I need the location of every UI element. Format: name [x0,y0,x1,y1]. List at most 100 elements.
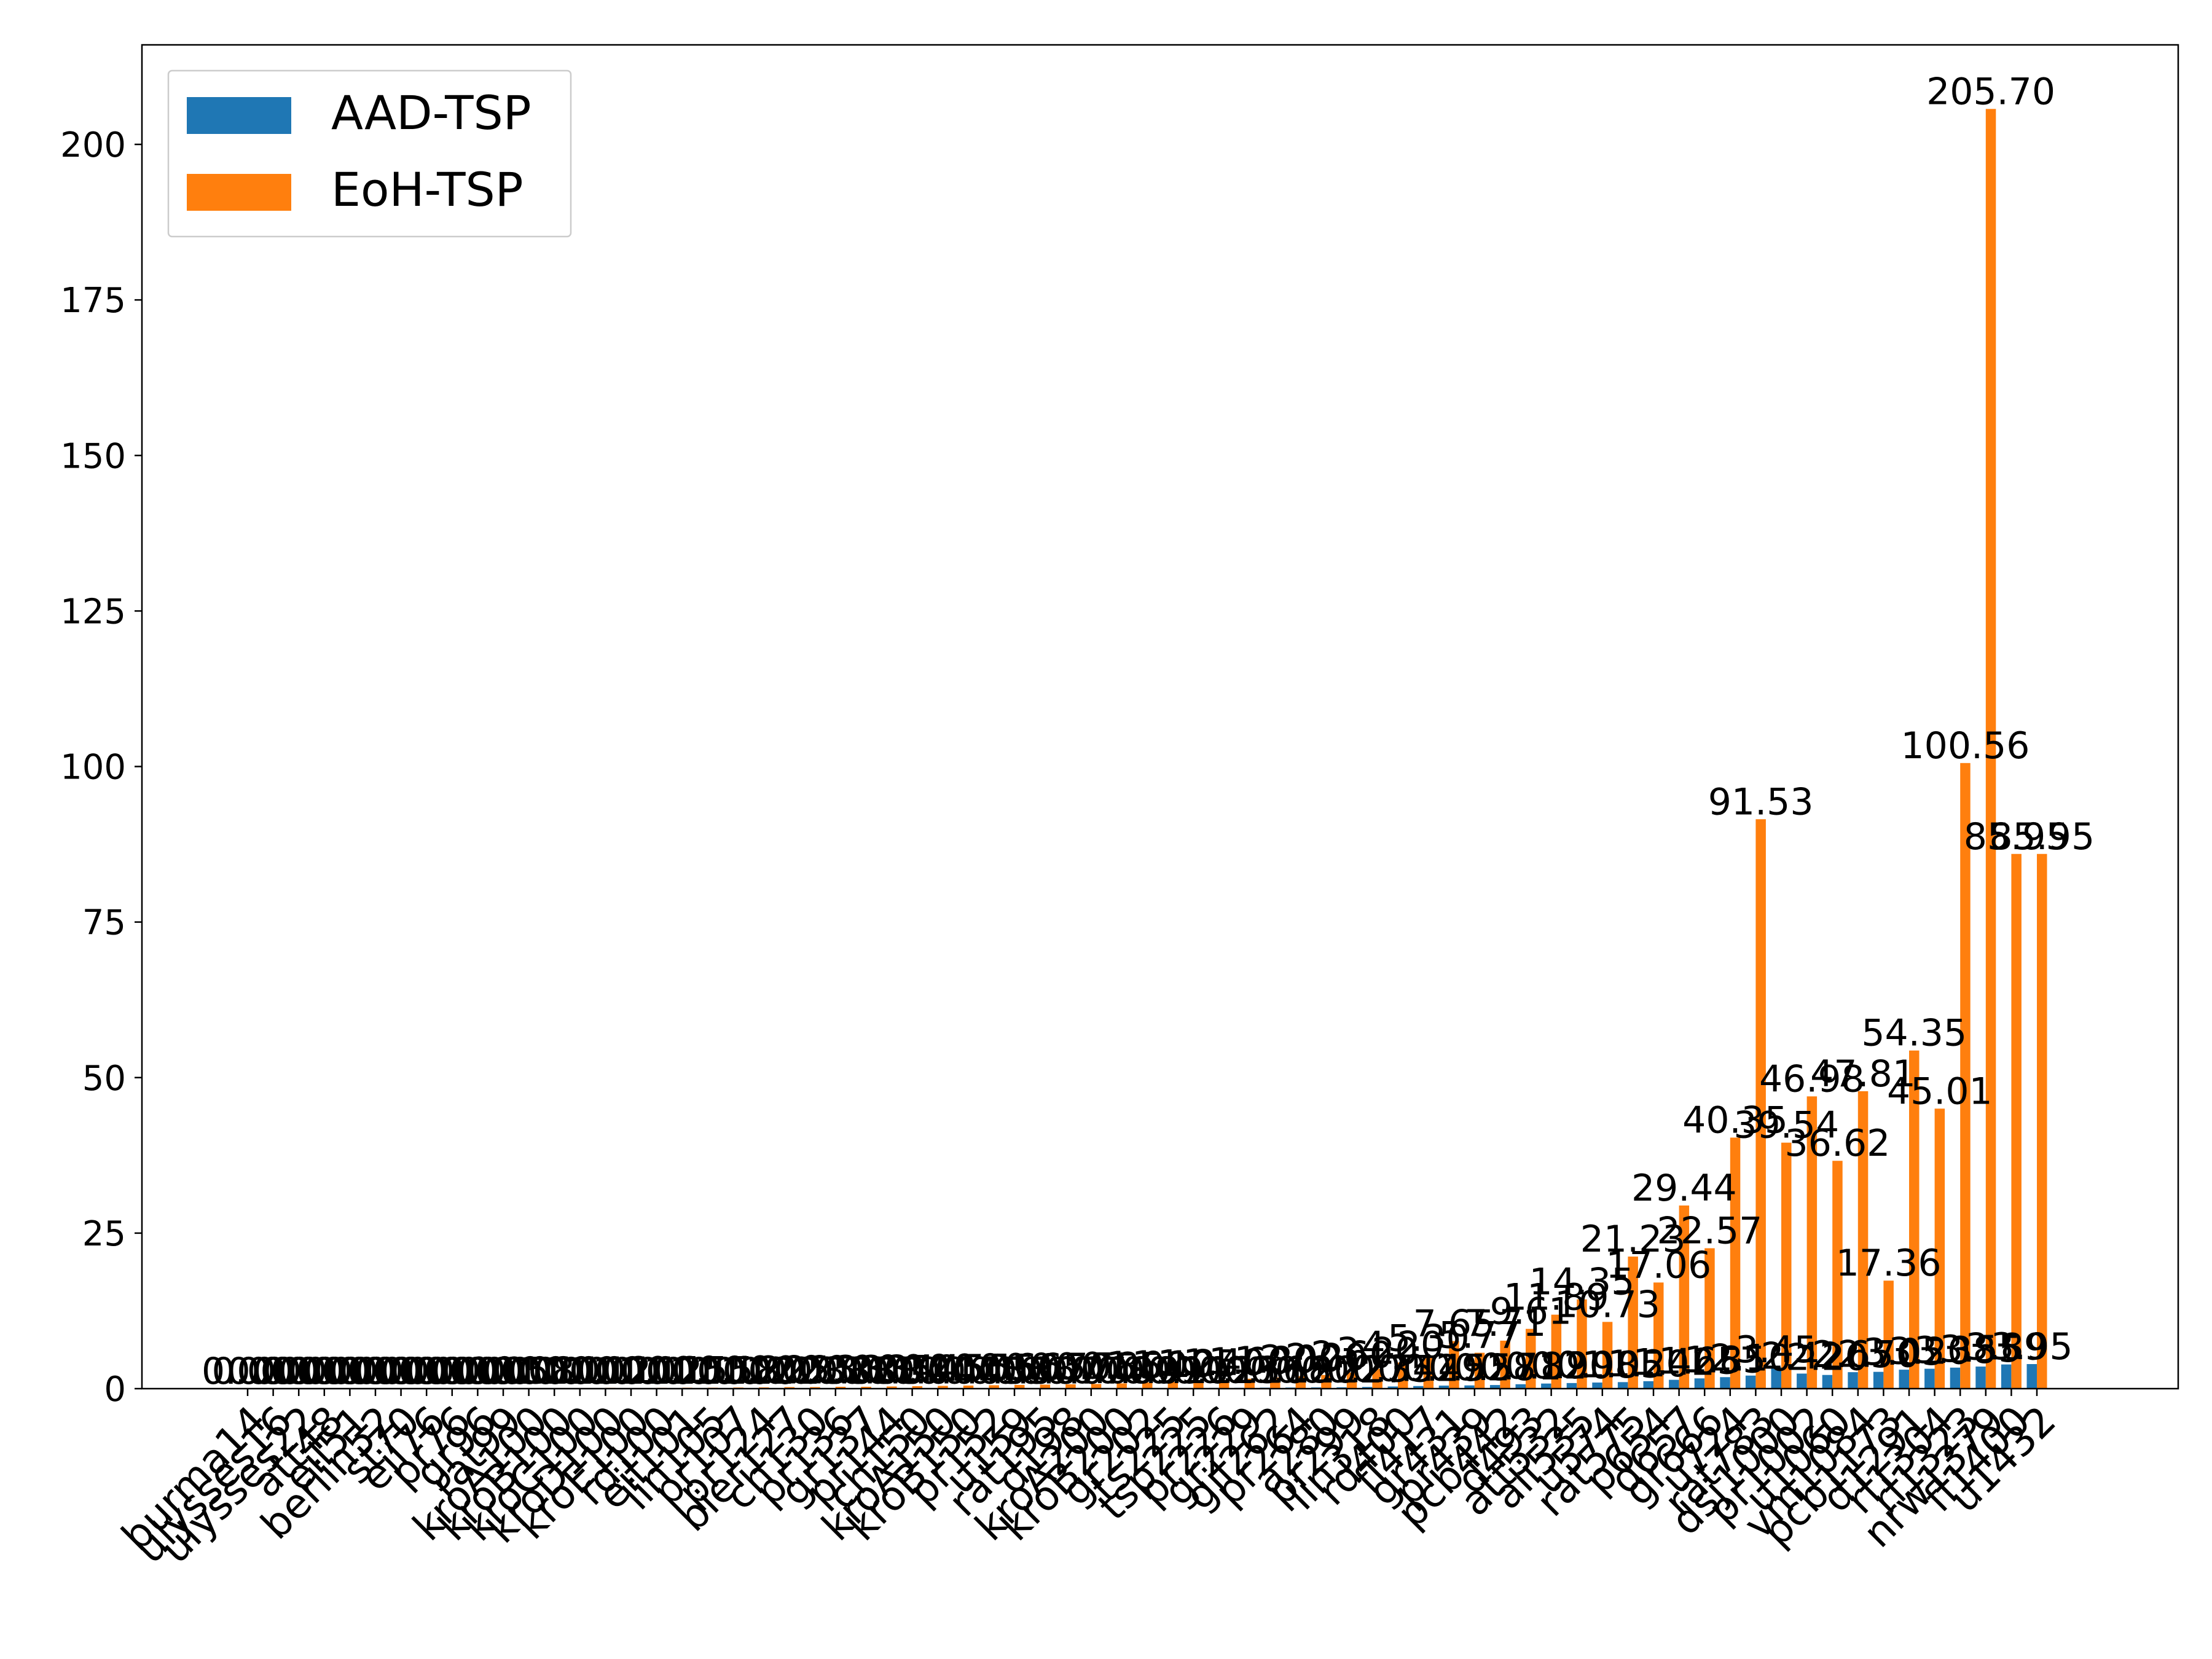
data-label-eoh-tsp-ts225: 1.10 [1132,1343,1214,1386]
data-label-aad-tsp-gr229: 0.13 [1198,1349,1281,1392]
data-label-eoh-tsp-rd400: 4.20 [1362,1324,1444,1367]
y-axis: 0 25 50 75 100 125 150 175 200 [60,125,142,1410]
data-label-aad-tsp-rat195: 0.06 [994,1349,1077,1392]
bar-eoh-tsp-pr299 [1346,1372,1357,1389]
data-label-eoh-tsp-kroa100: 0.08 [493,1349,575,1392]
bar-eoh-tsp-lin318 [1372,1368,1382,1389]
data-label-eoh-tsp-gr229: 1.60 [1209,1340,1291,1383]
legend: AAD-TSP EoH-TSP [167,69,572,238]
data-label-aad-tsp-pr439: 0.52 [1429,1347,1511,1390]
bar-eoh-tsp-pcb442 [1500,1340,1510,1389]
data-label-eoh-tsp-lin105: 0.15 [672,1349,754,1392]
data-label-eoh-tsp-eil76: 0.00 [391,1350,473,1393]
data-label-aad-tsp-pr76: 0.00 [406,1350,488,1393]
data-label-aad-tsp-rat575: 1.05 [1582,1343,1664,1386]
data-label-aad-tsp-gil262: 0.16 [1224,1349,1306,1392]
bar-eoh-tsp-pr144 [887,1386,897,1389]
data-label-eoh-tsp-ali535: 14.35 [1529,1261,1635,1304]
data-label-aad-tsp-ulysses22: 0.00 [253,1350,335,1393]
legend-label-aad-tsp: AAD-TSP [331,85,531,140]
data-label-eoh-tsp-berlin52: 0.00 [339,1350,422,1393]
bar-eoh-tsp-pr439 [1474,1352,1485,1389]
data-label-eoh-tsp-burma14: 0.00 [211,1350,294,1393]
data-label-aad-tsp-krob100: 0.01 [508,1350,590,1393]
data-label-eoh-tsp-rat783: 91.53 [1708,780,1814,823]
data-label-eoh-tsp-krob100: 0.10 [519,1349,601,1392]
data-label-eoh-tsp-d198: 0.70 [1030,1346,1112,1389]
data-label-aad-tsp-eil76: 0.00 [380,1350,463,1393]
bar-eoh-tsp-pr264 [1295,1376,1306,1389]
data-label-eoh-tsp-d657: 29.44 [1631,1167,1737,1210]
data-label-aad-tsp-gr666: 1.65 [1658,1339,1741,1382]
data-label-eoh-tsp-gr96: 0.00 [442,1350,524,1393]
bar-aad-tsp-lin318 [1362,1387,1373,1389]
data-label-eoh-tsp-gr202: 1.00 [1106,1344,1188,1387]
data-label-eoh-tsp-ch150: 0.40 [876,1347,959,1390]
bar-eoh-tsp-gr431 [1449,1341,1459,1389]
bar-aad-tsp-u1432 [2026,1364,2037,1389]
data-label-aad-tsp-kroc100: 0.01 [534,1350,616,1393]
bar-eoh-tsp-ch130 [810,1387,820,1389]
data-label-eoh-tsp-d493: 9.61 [1489,1290,1572,1333]
bar-eoh-tsp-pcb1173 [1883,1281,1894,1389]
legend-swatch-eoh-tsp [187,174,291,211]
bar-eoh-tsp-pr136 [835,1386,846,1389]
data-label-eoh-tsp-rl1323: 100.56 [1900,724,2030,767]
bar-eoh-tsp-tsp225 [1193,1381,1204,1389]
data-label-eoh-tsp-pr144: 0.35 [850,1347,933,1390]
data-label-aad-tsp-pr124: 0.02 [713,1350,795,1393]
y-tick-label-175: 175 [60,281,126,321]
data-label-eoh-tsp-eil51: 0.00 [314,1350,396,1393]
data-label-aad-tsp-d1291: 3.05 [1863,1331,1945,1374]
data-label-aad-tsp-u574: 0.98 [1556,1344,1639,1387]
data-label-eoh-tsp-fl417: 5.30 [1387,1317,1470,1360]
bar-eoh-tsp-rat575 [1628,1257,1638,1389]
bar-eoh-tsp-ali535 [1577,1299,1587,1389]
data-label-aad-tsp-gr202: 0.09 [1096,1349,1179,1392]
legend-swatch-aad-tsp [187,97,291,134]
bar-eoh-tsp-ch150 [912,1386,923,1389]
bar-aad-tsp-d657 [1669,1379,1679,1389]
data-label-eoh-tsp-kroa200: 0.75 [1055,1345,1137,1388]
data-label-eoh-tsp-att532: 11.89 [1504,1276,1609,1319]
data-label-aad-tsp-u1432: 3.95 [1991,1325,2073,1368]
data-label-aad-tsp-pr299: 0.22 [1301,1349,1383,1392]
bar-eoh-tsp-a280 [1321,1375,1332,1389]
data-label-aad-tsp-ts225: 0.09 [1122,1349,1204,1392]
bar-eoh-tsp-kroa150 [938,1386,948,1389]
y-tick-label-25: 25 [82,1214,126,1254]
bar-eoh-tsp-gr202 [1142,1382,1153,1389]
bar-eoh-tsp-d493 [1526,1328,1536,1389]
data-label-eoh-tsp-kroa150: 0.45 [902,1347,984,1390]
bar-eoh-tsp-u724 [1730,1137,1741,1389]
data-label-eoh-tsp-ch130: 0.25 [774,1348,857,1391]
data-label-aad-tsp-dsj1000: 3.45 [1735,1328,1818,1371]
data-label-aad-tsp-u1060: 2.20 [1786,1336,1869,1379]
bar-eoh-tsp-pr152 [989,1385,999,1389]
bar-aad-tsp-nrw1379 [1975,1367,1986,1389]
data-label-eoh-tsp-tsp225: 1.25 [1158,1342,1240,1385]
data-label-aad-tsp-fl1400: 3.89 [1965,1326,2047,1369]
data-label-eoh-tsp-u574: 10.73 [1555,1283,1660,1326]
data-label-eoh-tsp-p654: 17.06 [1606,1244,1711,1287]
bar-aad-tsp-rat575 [1617,1382,1628,1389]
data-label-eoh-tsp-u159: 0.60 [978,1346,1061,1389]
data-label-aad-tsp-pr144: 0.03 [841,1350,923,1393]
data-label-eoh-tsp-bier127: 0.25 [748,1348,831,1391]
bar-eoh-tsp-nrw1379 [1985,109,1996,1389]
data-label-aad-tsp-eil51: 0.00 [304,1350,386,1393]
data-label-eoh-tsp-lin318: 3.20 [1336,1330,1419,1373]
data-label-aad-tsp-lin318: 0.27 [1326,1348,1408,1391]
x-axis: burma14ulysses16ulysses22att48eil51berli… [112,1389,2065,1572]
bar-aad-tsp-rat783 [1745,1375,1756,1389]
bar-aad-tsp-att532 [1541,1383,1551,1389]
data-label-aad-tsp-rd100: 0.01 [611,1350,693,1393]
y-tick-label-150: 150 [60,436,126,476]
bar-aad-tsp-rd400 [1387,1386,1398,1389]
bar-eoh-tsp-rat783 [1755,819,1766,1389]
data-label-eoh-tsp-pr76: 0.00 [416,1350,498,1393]
y-tick-label-75: 75 [82,903,126,943]
y-tick-label-200: 200 [60,125,126,165]
bar-eoh-tsp-u1432 [2037,853,2047,1389]
bar-eoh-tsp-att532 [1551,1314,1562,1389]
